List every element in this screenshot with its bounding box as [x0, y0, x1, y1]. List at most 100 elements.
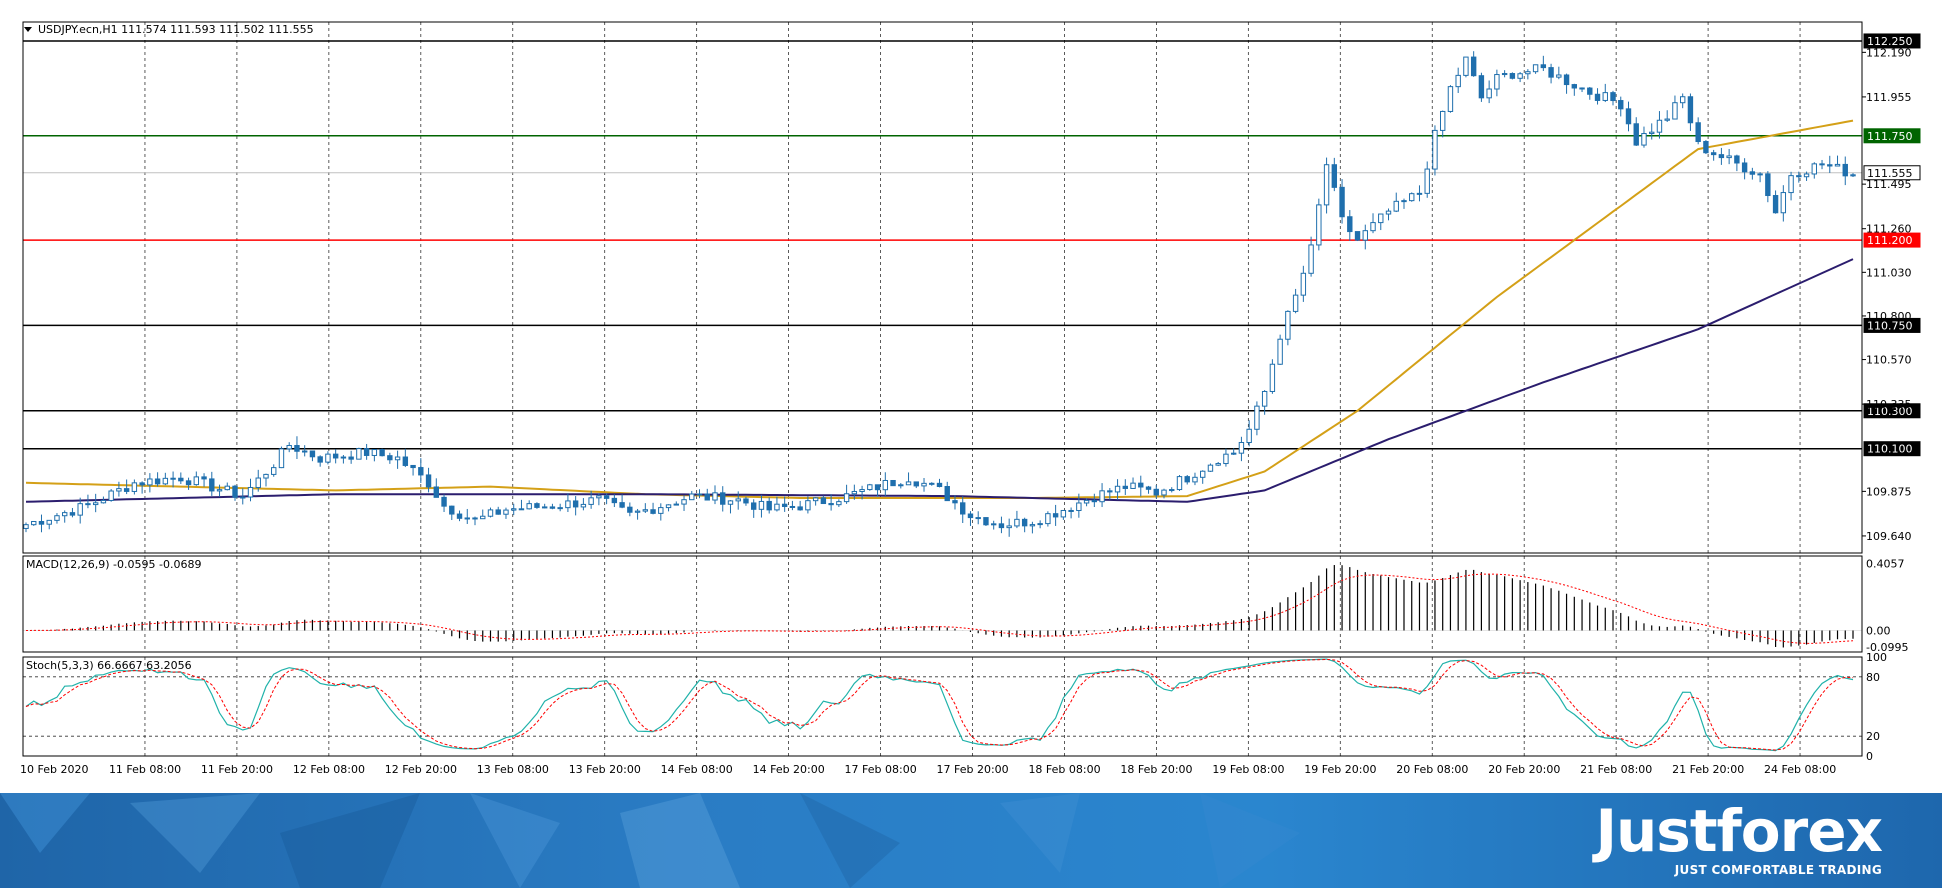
candle-body: [1486, 88, 1492, 99]
candle-body: [92, 502, 99, 506]
horizontal-levels: 112.250 111.750 111.555 111.200 110.750 110.3…: [23, 33, 1921, 457]
candle-body: [541, 506, 548, 509]
candle-body: [874, 484, 881, 491]
candle-body: [23, 524, 29, 529]
candle-body: [580, 503, 587, 508]
candle-body: [294, 445, 300, 452]
candle-body: [1145, 486, 1152, 490]
candle-body: [54, 515, 60, 521]
chart-canvas: 112.250 111.750 111.555 111.200 110.750 110.3…: [20, 21, 1921, 776]
candle-body: [38, 520, 45, 525]
candle-body: [402, 456, 409, 466]
candle-body: [990, 523, 997, 526]
candle-body: [1811, 163, 1817, 175]
level-label: 111.750: [1867, 130, 1913, 143]
axes: 112.190 111.955 111.495 111.260 111.030 110.8…: [22, 21, 1912, 757]
candle-body: [69, 512, 76, 516]
candle-body: [1594, 93, 1601, 101]
candle-body: [1679, 96, 1686, 104]
macd-signal-line: [25, 573, 1854, 644]
price-tick-label: 109.640: [1866, 530, 1912, 543]
candle-body: [828, 503, 834, 506]
candle-body: [31, 520, 37, 526]
candle-body: [1796, 175, 1802, 178]
candle-body: [836, 501, 842, 506]
candle-body: [1610, 92, 1616, 102]
candle-body: [1641, 133, 1647, 146]
candle-body: [495, 509, 501, 515]
time-tick-label: 12 Feb 08:00: [293, 763, 365, 776]
candle-body: [859, 489, 865, 492]
candle-body: [518, 508, 525, 511]
candle-body: [286, 445, 292, 450]
candle-body: [1710, 152, 1717, 156]
candle-body: [410, 464, 416, 469]
time-axis-labels: 10 Feb 2020 11 Feb 08:00 11 Feb 20:00 12 Fe…: [20, 763, 1836, 776]
time-tick-label: 13 Feb 08:00: [477, 763, 549, 776]
price-tick-label: 110.800: [1866, 310, 1912, 323]
level-label: 110.750: [1867, 319, 1913, 332]
time-tick-label: 10 Feb 2020: [20, 763, 88, 776]
collapse-arrow-icon[interactable]: [24, 27, 32, 32]
candle-body: [271, 467, 277, 475]
candle-body: [147, 478, 153, 486]
stoch-main-line: [25, 658, 1854, 752]
candle-body: [1215, 463, 1221, 466]
candle-body: [1455, 74, 1461, 88]
level-label-box: [1863, 403, 1921, 419]
candle-body: [781, 503, 788, 507]
stoch-title: Stoch(5,3,3) 66.6667 63.2056: [26, 659, 192, 672]
moving-average-line: [25, 258, 1854, 503]
candle-body: [224, 485, 230, 491]
brand-logo: Justforex: [1595, 797, 1883, 865]
candle-body: [1029, 524, 1036, 527]
candle-body: [356, 448, 362, 460]
macd-axis-label: 0.00: [1866, 624, 1891, 637]
time-tick-label: 21 Feb 20:00: [1672, 763, 1744, 776]
candle-body: [247, 486, 254, 498]
moving-average-line: [25, 119, 1854, 499]
level-label: 111.200: [1867, 234, 1913, 247]
candle-body: [1571, 84, 1578, 89]
moving-averages: [25, 119, 1854, 503]
candle-body: [1602, 92, 1608, 101]
candle-body: [1749, 171, 1756, 175]
candle-body: [1107, 490, 1113, 493]
candle-body: [1138, 482, 1144, 488]
candle-body: [913, 481, 919, 487]
candle-body: [232, 485, 238, 498]
candle-body: [1184, 476, 1190, 483]
candle-body: [1385, 210, 1392, 215]
candle-body: [1409, 193, 1415, 202]
candle-body: [526, 503, 532, 510]
price-tick-label: 111.955: [1866, 91, 1912, 104]
candle-body: [1246, 428, 1252, 444]
candle-body: [1625, 108, 1632, 125]
time-tick-label: 11 Feb 20:00: [201, 763, 273, 776]
candle-body: [1695, 122, 1701, 143]
candle-body: [1223, 453, 1229, 465]
candle-body: [340, 456, 347, 459]
candle-body: [1052, 513, 1059, 518]
candle-body: [952, 500, 958, 504]
candle-body: [193, 476, 200, 486]
candle-body: [1718, 154, 1725, 159]
level-label-box: [1863, 33, 1921, 49]
candle-body: [1037, 523, 1043, 526]
candle-body: [1254, 405, 1260, 430]
candle-body: [1192, 476, 1198, 483]
candle-body: [658, 507, 664, 514]
candle-body: [433, 486, 440, 498]
candle-body: [1099, 490, 1105, 503]
candle-body: [1083, 499, 1090, 504]
level-label: 112.250: [1867, 35, 1913, 48]
candle-body: [1161, 489, 1167, 496]
candle-body: [634, 510, 641, 513]
candle-body: [1292, 294, 1299, 312]
candle-body: [1548, 67, 1554, 78]
candle-body: [1741, 162, 1748, 173]
candle-body: [549, 506, 556, 509]
candle-body: [46, 519, 52, 525]
candle-body: [379, 449, 385, 457]
candle-body: [1362, 230, 1368, 241]
